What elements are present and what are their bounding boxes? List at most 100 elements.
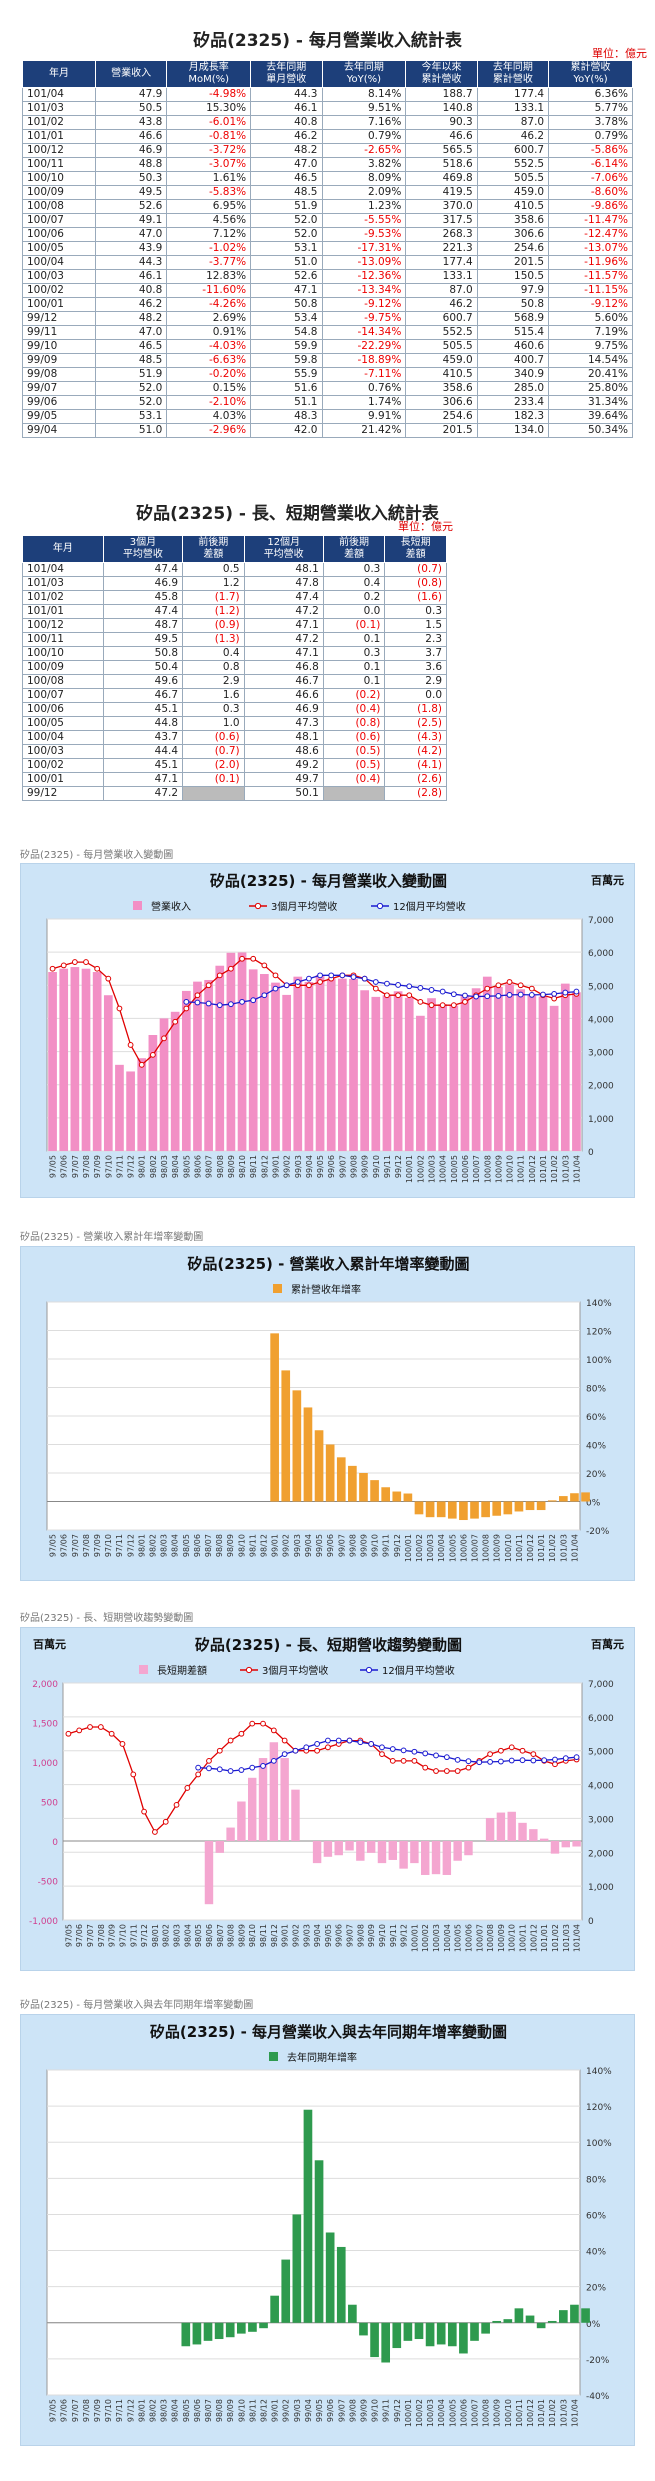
table-cell: 1.23% [321,199,407,214]
y-tick-label: -20% [586,2356,610,2366]
line-point [551,995,558,1002]
table-cell: 221.3 [405,241,478,256]
bar [492,2320,502,2323]
bar [293,976,303,1151]
bar [559,1496,568,1502]
x-tick-label: 97/09 [108,1924,117,1947]
bar [527,995,537,1151]
x-tick-label: 97/07 [71,1534,80,1557]
table-cell: 268.3 [405,227,478,242]
x-tick-label: 98/11 [259,1924,268,1947]
legend-marker [254,902,262,910]
table-cell: 100/10 [22,171,96,186]
line-point [228,1001,234,1008]
table-cell: 43.7 [102,730,184,745]
x-tick-label: 98/11 [248,1534,257,1557]
line-point [228,965,234,972]
line-point [417,998,424,1005]
table-row: 101/04 47.4 0.5 48.1 0.3 (0.7) [22,562,447,577]
x-tick-label: 100/06 [464,1924,473,1952]
line-point [206,1765,212,1772]
y-tick-label: 40% [586,1442,606,1452]
x-tick-label: 97/11 [129,1924,138,1947]
table-cell: 3.6 [384,660,447,675]
table-cell: 99/10 [22,339,96,354]
bar [436,2322,446,2345]
bar [281,2259,291,2323]
line-point [94,965,101,972]
line-point [462,998,468,1005]
line-point [130,1771,137,1778]
line-point [495,982,502,989]
line-point [372,985,379,992]
line-point [484,985,491,992]
bar [338,978,347,1151]
x-tick-label: 97/06 [60,1155,69,1178]
x-tick-label: 100/11 [515,1534,524,1562]
line-point [87,1724,93,1730]
table-cell: -9.12% [321,297,407,312]
table-cell: 51.0 [250,255,323,270]
bar [270,2295,279,2323]
legend-label: 去年同期年增率 [287,2051,357,2064]
table-cell: 90.3 [405,115,478,130]
table-cell: 7.16% [321,115,407,130]
y-tick-label: 120% [586,2103,612,2113]
line-point [395,992,401,999]
line-point [260,1763,266,1769]
line-point [97,1724,104,1730]
line-point [306,975,312,982]
table-cell: 52.0 [94,395,168,410]
table-cell: 2.9 [384,674,447,689]
bar [258,1758,268,1841]
bar [303,2109,313,2323]
line-point [519,1757,526,1764]
x-tick-label: 100/10 [504,1534,513,1562]
table-cell: 460.6 [476,339,550,354]
x-tick-label: 98/07 [205,1155,214,1178]
x-tick-label: 99/09 [359,1534,368,1557]
table-cell: 100/01 [22,772,104,787]
table-cell: 150.5 [476,269,550,284]
table-cell: 49.5 [102,632,184,647]
bar [292,2214,302,2323]
header-cell: 累計營收 YoY(%) [548,60,633,88]
table-cell: 0.79% [548,129,633,144]
bar [516,989,526,1151]
y-tick-label: 3,000 [588,1815,614,1825]
line-point [227,1768,234,1774]
line-point [508,1744,515,1751]
table-cell: 14.54% [548,353,633,368]
line-point [119,1741,126,1747]
table-cell: 48.2 [94,311,168,326]
x-tick-label: 100/08 [482,2399,491,2427]
x-tick-label: 99/04 [304,1534,313,1557]
table-cell: (0.9) [182,618,245,633]
y-tick-label: 1,000 [588,1115,614,1125]
x-tick-label: 98/06 [193,1155,202,1178]
x-tick-label: 99/01 [281,1924,290,1947]
x-tick-label: 99/02 [291,1924,300,1947]
bar [203,2322,213,2341]
x-tick-label: 97/08 [82,2399,91,2422]
y-tick-label: 7,000 [588,1680,614,1690]
bar [559,2310,568,2323]
x-tick-label: 97/11 [115,2399,124,2422]
table-cell: 565.5 [405,143,478,158]
table-cell: 0.3 [384,604,447,619]
table-cell: 99/11 [22,325,96,340]
table-cell: 99/12 [22,786,104,801]
y-tick-label: 5,000 [588,1748,614,1758]
line-point [361,975,368,982]
bar [312,1841,322,1864]
bar [382,995,392,1151]
table-row: 100/06 45.1 0.3 46.9 (0.4) (1.8) [22,702,447,717]
table-cell: 99/12 [22,311,96,326]
x-tick-label: 100/06 [459,2399,468,2427]
table-row: 100/12 48.7 (0.9) 47.1 (0.1) 1.5 [22,618,447,633]
bar [248,1777,257,1841]
bar [485,1818,495,1841]
line-point [428,987,435,993]
table-cell: 100/04 [22,730,104,745]
